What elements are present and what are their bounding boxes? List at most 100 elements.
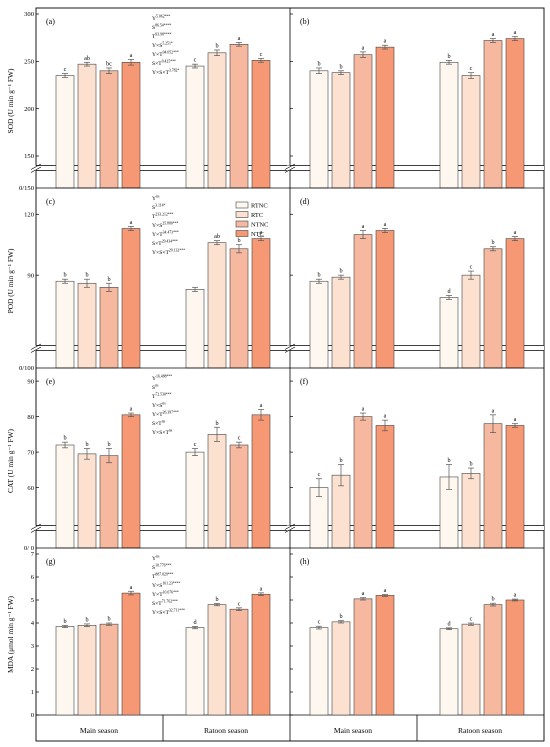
significance-letter: b xyxy=(85,272,88,279)
significance-letter: b xyxy=(63,272,66,279)
stat-text: T93.98**** xyxy=(152,33,172,40)
y-tick-label: 4 xyxy=(31,620,35,627)
axis-break-mark xyxy=(30,346,42,353)
bar xyxy=(229,43,249,189)
bar xyxy=(207,434,227,549)
bar xyxy=(309,70,329,189)
significance-letter: c xyxy=(260,51,263,58)
significance-letter: a xyxy=(514,416,517,423)
y-tick-label: 1 xyxy=(31,689,34,696)
bar xyxy=(55,280,75,369)
axis-break-mark xyxy=(284,526,296,533)
stat-text: Y×T94.052*** xyxy=(152,51,179,58)
axis-break-gap xyxy=(33,345,290,351)
y-tick-label: 7 xyxy=(31,551,35,558)
bar xyxy=(251,238,271,369)
bar xyxy=(505,238,525,369)
significance-letter: d xyxy=(447,288,451,295)
panel-label: (a) xyxy=(46,17,55,26)
stat-text: Y×S×T32.711*** xyxy=(152,609,185,616)
stat-text: Y×S×T3.782* xyxy=(152,69,179,76)
y-tick-label: 90 xyxy=(27,378,34,385)
significance-letter: a xyxy=(260,402,263,409)
significance-letter: b xyxy=(317,60,320,67)
stat-text: Yns xyxy=(152,555,160,562)
x-group-label: Ratoon season xyxy=(458,726,502,735)
bar xyxy=(331,621,351,716)
significance-letter: b xyxy=(215,42,218,49)
panel-h: (h) c b a a d c b a xyxy=(290,547,544,716)
bar xyxy=(99,623,119,716)
bar xyxy=(439,628,459,716)
bar xyxy=(121,228,141,369)
significance-letter: a xyxy=(384,413,387,420)
axis-break-mark xyxy=(30,163,42,170)
significance-letter: b xyxy=(339,63,342,70)
bar xyxy=(121,414,141,549)
bar xyxy=(207,242,227,369)
significance-letter: a xyxy=(130,406,133,413)
panel-a: 150 200 250 300 0/150 (a) SOD (U min g⁻¹ FW) c a… xyxy=(6,11,290,192)
significance-letter: c xyxy=(470,65,473,72)
significance-letter: b xyxy=(63,618,66,625)
bar xyxy=(309,627,329,716)
significance-letter: b xyxy=(447,457,450,464)
significance-letter: c xyxy=(238,600,241,607)
significance-letter: b xyxy=(317,272,320,279)
bar xyxy=(207,604,227,716)
y-bottom-label: 0/100 xyxy=(19,365,35,372)
y-tick-label: 2 xyxy=(31,666,34,673)
significance-letter: b xyxy=(339,268,342,275)
significance-letter: b xyxy=(63,435,66,442)
y-axis-label: MDA (μmol min g⁻¹ FW) xyxy=(6,595,15,673)
significance-letter: a xyxy=(492,31,495,38)
bar xyxy=(505,599,525,716)
axis-break-gap xyxy=(33,165,290,171)
significance-letter: a xyxy=(362,223,365,230)
bar xyxy=(251,414,271,549)
bar xyxy=(185,451,205,549)
legend-label: RTC xyxy=(251,212,263,219)
stat-text: S×T71.762*** xyxy=(152,600,178,607)
significance-letter: ab xyxy=(84,55,90,62)
panel-label: (h) xyxy=(300,557,310,566)
axis-break-gap xyxy=(287,525,544,531)
axis-break-gap xyxy=(287,165,544,171)
y-tick-label: 0 xyxy=(31,712,35,719)
x-group-label: Main season xyxy=(80,726,118,735)
legend-swatch xyxy=(235,230,249,237)
legend-label: RTNC xyxy=(251,203,268,210)
bar xyxy=(229,444,249,549)
panel-label: (c) xyxy=(46,197,55,206)
y-tick-label: 80 xyxy=(27,414,34,421)
bar xyxy=(185,65,205,189)
significance-letter: a xyxy=(362,406,365,413)
significance-letter: bc xyxy=(106,60,112,67)
legend: RTNC RTC NTNC NTC xyxy=(235,201,268,238)
bar xyxy=(185,289,205,369)
bar xyxy=(55,626,75,716)
y-tick-label: 5 xyxy=(31,597,35,604)
significance-letter: b xyxy=(107,441,110,448)
significance-letter: a xyxy=(130,52,133,59)
stat-text: Yns xyxy=(152,195,160,202)
bar xyxy=(121,61,141,189)
y-tick-label: 70 xyxy=(27,449,34,456)
significance-letter: b xyxy=(85,616,88,623)
stat-text: Y×T26.397*** xyxy=(152,411,179,418)
bar xyxy=(353,416,373,549)
bar xyxy=(331,72,351,189)
bar xyxy=(439,61,459,189)
bar xyxy=(185,627,205,716)
significance-letter: c xyxy=(194,57,197,64)
bar xyxy=(375,46,395,189)
stat-text: S3.114* xyxy=(152,204,166,211)
stat-text: Y×S×T29.132*** xyxy=(152,249,185,256)
significance-letter: a xyxy=(384,221,387,228)
bar xyxy=(483,604,503,716)
bar xyxy=(461,274,481,369)
legend-label: NTNC xyxy=(251,222,268,229)
significance-letter: c xyxy=(318,471,321,478)
bar xyxy=(77,63,97,189)
